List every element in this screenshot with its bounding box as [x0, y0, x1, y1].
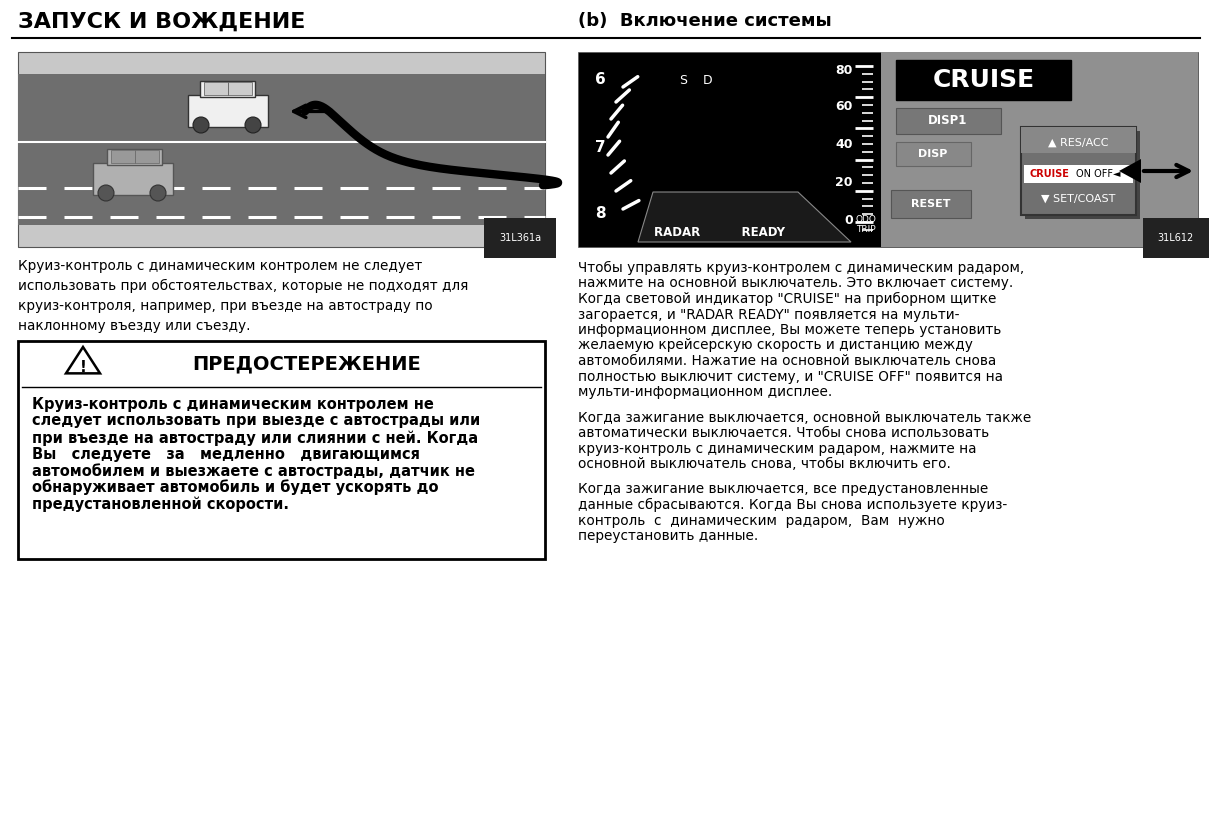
Bar	[1024, 165, 1133, 183]
Text: нажмите на основной выключатель. Это включает систему.: нажмите на основной выключатель. Это вкл…	[579, 277, 1013, 291]
Text: полностью выключит систему, и "CRUISE OFF" появится на: полностью выключит систему, и "CRUISE OF…	[579, 369, 1003, 383]
Bar	[1021, 127, 1137, 215]
Circle shape	[245, 117, 261, 133]
Bar	[112, 150, 135, 163]
Bar	[579, 52, 1198, 247]
Text: Чтобы управлять круиз-контролем с динамическим радаром,: Чтобы управлять круиз-контролем с динами…	[579, 261, 1024, 275]
Bar	[881, 52, 1198, 247]
Text: 80: 80	[836, 63, 853, 76]
Text: 8: 8	[594, 207, 605, 222]
Text: Круиз-контроль с динамическим контролем не следует
использовать при обстоятельст: Круиз-контроль с динамическим контролем …	[18, 259, 468, 333]
Text: Круиз-контроль с динамическим контролем не: Круиз-контроль с динамическим контролем …	[32, 397, 434, 412]
Text: автоматически выключается. Чтобы снова использовать: автоматически выключается. Чтобы снова и…	[579, 426, 989, 440]
Text: при въезде на автостраду или слиянии с ней. Когда: при въезде на автостраду или слиянии с н…	[32, 430, 478, 446]
Bar	[1025, 131, 1140, 219]
Text: Когда зажигание выключается, все предустановленные: Когда зажигание выключается, все предуст…	[579, 483, 989, 497]
Text: DISP: DISP	[918, 149, 947, 159]
Text: ▼ SET/COAST: ▼ SET/COAST	[1041, 194, 1116, 204]
Text: D: D	[704, 74, 713, 86]
Text: информационном дисплее, Вы можете теперь установить: информационном дисплее, Вы можете теперь…	[579, 323, 1001, 337]
Text: загорается, и "RADAR READY" появляется на мульти-: загорается, и "RADAR READY" появляется н…	[579, 308, 959, 322]
Text: ЗАПУСК И ВОЖДЕНИЕ: ЗАПУСК И ВОЖДЕНИЕ	[18, 12, 306, 32]
Bar	[200, 81, 255, 97]
Text: RADAR          READY: RADAR READY	[654, 226, 785, 239]
Text: 40: 40	[836, 137, 853, 150]
Bar	[135, 150, 159, 163]
Text: основной выключатель снова, чтобы включить его.: основной выключатель снова, чтобы включи…	[579, 457, 951, 471]
Bar	[93, 163, 173, 195]
Bar	[1021, 127, 1137, 154]
Text: контроль  с  динамическим  радаром,  Вам  нужно: контроль с динамическим радаром, Вам нуж…	[579, 513, 945, 528]
Text: предустановленной скорости.: предустановленной скорости.	[32, 496, 289, 511]
Text: ODO
TRIP: ODO TRIP	[855, 215, 876, 235]
Text: данные сбрасываются. Когда Вы снова используете круиз-: данные сбрасываются. Когда Вы снова испо…	[579, 498, 1007, 512]
Text: мульти-информационном дисплее.: мульти-информационном дисплее.	[579, 385, 832, 399]
Bar	[188, 95, 268, 127]
Bar	[18, 74, 545, 225]
Text: автомобилем и выезжаете с автострады, датчик не: автомобилем и выезжаете с автострады, да…	[32, 463, 475, 479]
Text: круиз-контроль с динамическим радаром, нажмите на: круиз-контроль с динамическим радаром, н…	[579, 442, 976, 456]
Text: S: S	[679, 74, 687, 86]
Bar	[107, 149, 163, 165]
Bar	[892, 190, 970, 218]
Circle shape	[193, 117, 209, 133]
Text: RESET: RESET	[911, 199, 951, 209]
Text: Когда зажигание выключается, основной выключатель также: Когда зажигание выключается, основной вы…	[579, 410, 1031, 424]
Text: ON OFF◄: ON OFF◄	[1076, 169, 1121, 179]
Text: 6: 6	[594, 72, 605, 88]
Text: CRUISE: CRUISE	[1029, 169, 1069, 179]
Bar	[896, 108, 1001, 134]
Bar	[18, 52, 545, 247]
Text: ▲ RES/ACC: ▲ RES/ACC	[1048, 138, 1109, 148]
Text: 60: 60	[836, 100, 853, 113]
Bar	[896, 142, 970, 166]
Text: DISP1: DISP1	[928, 114, 968, 127]
Bar	[204, 82, 228, 95]
Circle shape	[98, 185, 114, 201]
Polygon shape	[1120, 159, 1141, 183]
Text: 20: 20	[836, 176, 853, 189]
Text: !: !	[80, 360, 86, 374]
Text: автомобилями. Нажатие на основной выключатель снова: автомобилями. Нажатие на основной выключ…	[579, 354, 996, 368]
Bar	[228, 82, 252, 95]
Text: 0: 0	[844, 213, 853, 227]
Bar	[896, 60, 1071, 100]
Text: следует использовать при выезде с автострады или: следует использовать при выезде с автост…	[32, 414, 480, 429]
Text: 31L361a: 31L361a	[499, 233, 541, 243]
Text: обнаруживает автомобиль и будет ускорять до: обнаруживает автомобиль и будет ускорять…	[32, 479, 439, 495]
Text: Когда световой индикатор "CRUISE" на приборном щитке: Когда световой индикатор "CRUISE" на при…	[579, 292, 996, 306]
Polygon shape	[638, 192, 852, 242]
Text: желаемую крейсерскую скорость и дистанцию между: желаемую крейсерскую скорость и дистанци…	[579, 338, 973, 352]
Text: CRUISE: CRUISE	[933, 68, 1035, 92]
Text: 31L612: 31L612	[1157, 233, 1194, 243]
Polygon shape	[66, 347, 99, 374]
Text: (b)  Включение системы: (b) Включение системы	[579, 12, 832, 30]
Circle shape	[150, 185, 166, 201]
Text: 7: 7	[594, 140, 605, 154]
Text: ПРЕДОСТЕРЕЖЕНИЕ: ПРЕДОСТЕРЕЖЕНИЕ	[192, 355, 421, 374]
Bar	[18, 341, 545, 559]
Text: Вы   следуете   за   медленно   двигающимся: Вы следуете за медленно двигающимся	[32, 447, 420, 461]
Text: переустановить данные.: переустановить данные.	[579, 529, 758, 543]
